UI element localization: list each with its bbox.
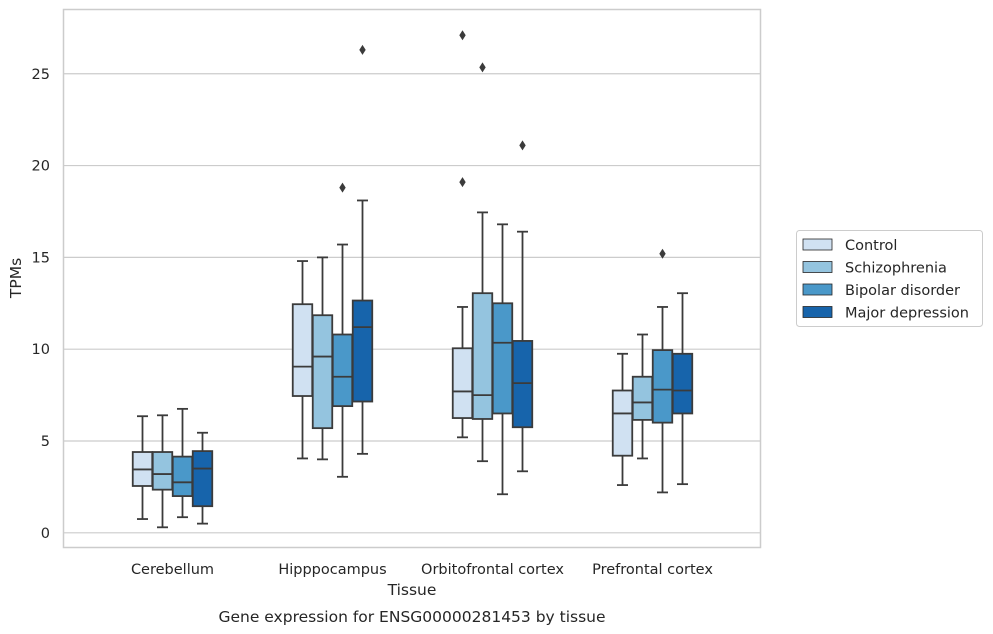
box-iqr [311, 314, 334, 430]
x-tick-label: Orbitofrontal cortex [421, 562, 564, 578]
box-mark [491, 223, 514, 496]
outlier-point [519, 140, 526, 151]
box-mark [291, 260, 314, 460]
box-iqr [171, 455, 194, 497]
legend-swatch [802, 238, 833, 251]
plot-frame [62, 8, 762, 549]
box-iqr [331, 333, 354, 408]
box-iqr [491, 302, 514, 415]
box-mark [671, 292, 694, 486]
box-mark [171, 407, 194, 519]
outlier-point [359, 44, 366, 55]
legend-swatch [802, 283, 833, 296]
box-mark [151, 414, 174, 529]
box-mark [351, 44, 374, 455]
legend-label: Schizophrenia [845, 261, 947, 277]
box-mark [511, 140, 534, 473]
x-tick-labels: Cerebellum Hipppocampus Orbitofrontal cort… [131, 562, 713, 578]
boxes [131, 30, 694, 529]
box-iqr [191, 450, 214, 508]
legend-swatch [802, 261, 833, 273]
legend-label: Major depression [845, 306, 969, 322]
gridlines [63, 73, 761, 534]
box-iqr [291, 303, 314, 397]
box-iqr [611, 389, 634, 457]
outlier-point [339, 182, 346, 193]
box-mark [631, 333, 654, 460]
y-tick-labels: 0 5 10 15 20 25 [32, 67, 50, 542]
box-iqr [511, 340, 534, 429]
y-axis-label: TPMs [7, 258, 25, 299]
box-iqr [351, 299, 374, 403]
chart-caption: Gene expression for ENSG00000281453 by t… [218, 608, 605, 626]
legend-label: Control [845, 238, 897, 254]
box-mark [191, 431, 214, 525]
x-tick-label: Cerebellum [131, 562, 214, 578]
box-iqr [651, 349, 674, 424]
box-mark [611, 352, 634, 486]
x-tick-label: Prefrontal cortex [592, 562, 713, 578]
box-mark [651, 248, 674, 494]
outlier-point [459, 177, 466, 188]
box-mark [331, 182, 354, 478]
legend-frame [796, 230, 983, 327]
box-iqr [451, 347, 474, 419]
box-mark [451, 30, 474, 439]
y-tick-label: 15 [32, 250, 50, 266]
x-tick-label: Hipppocampus [278, 562, 386, 578]
y-tick-label: 10 [32, 342, 50, 358]
y-tick-label: 25 [32, 67, 50, 83]
y-tick-label: 5 [41, 434, 50, 450]
legend-swatch [802, 306, 833, 318]
y-tick-label: 20 [32, 159, 50, 175]
y-tick-label: 0 [41, 526, 50, 542]
outlier-point [479, 62, 486, 73]
box-iqr [631, 375, 654, 421]
box-mark [311, 256, 334, 461]
outlier-point [659, 248, 666, 259]
box-iqr [671, 352, 694, 415]
box-iqr [151, 451, 174, 491]
box-iqr [471, 292, 494, 420]
legend: Control Schizophrenia Bipolar disorder Majo… [796, 230, 983, 327]
legend-label: Bipolar disorder [845, 283, 960, 299]
x-axis-label: Tissue [387, 581, 437, 599]
box-mark [471, 62, 494, 463]
box-mark [131, 415, 154, 520]
outlier-point [459, 30, 466, 41]
